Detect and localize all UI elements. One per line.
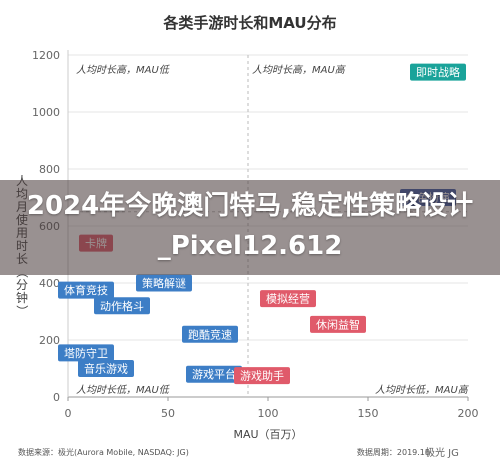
x-axis-label: MAU（百万） [233, 428, 302, 441]
data-point-label: 音乐游戏 [84, 362, 128, 376]
chart-title: 各类手游时长和MAU分布 [162, 14, 336, 32]
quadrant-label-bottom-right: 人均时长低，MAU高 [375, 384, 470, 396]
data-point: 策略解谜 [136, 274, 192, 292]
overlay-banner-text: 2024年今晚澳门特马,稳定性策略设计_Pixel12.612 [26, 191, 474, 261]
data-point-box [182, 325, 238, 343]
data-point-label: 休闲益智 [316, 317, 360, 331]
data-point: 即时战略 [410, 63, 466, 81]
data-point: 跑酷竞速 [182, 325, 238, 343]
y-tick-label: 400 [39, 277, 60, 290]
data-point-box [310, 315, 366, 333]
y-tick-label: 0 [53, 391, 60, 404]
footer-date: 数据周期：2019.10 [356, 448, 430, 457]
data-point: 体育竞技 [58, 281, 114, 299]
y-tick-label: 200 [39, 334, 60, 347]
data-point-label: 塔防守卫 [64, 346, 108, 360]
data-point-box [260, 290, 316, 308]
x-tick-label: 150 [358, 407, 379, 420]
data-point-box [58, 281, 114, 299]
data-point-box [58, 344, 114, 362]
y-axis-label-char: 钟 [16, 290, 28, 305]
x-tick-label: 100 [258, 407, 279, 420]
y-tick-label: 1200 [32, 49, 60, 62]
quadrant-label-bottom-left: 人均时长低，MAU低 [76, 384, 171, 396]
data-point-box [234, 367, 290, 385]
overlay-banner [0, 180, 500, 275]
x-tick-label: 50 [161, 407, 175, 420]
data-point-label: 动作格斗 [100, 299, 144, 313]
y-tick-label: 800 [39, 163, 60, 176]
y-tick-label: 1000 [32, 106, 60, 119]
x-tick-label: 200 [458, 407, 479, 420]
quadrant-label-top-right: 人均时长高，MAU高 [252, 64, 347, 76]
data-point: 音乐游戏 [78, 360, 134, 377]
watermark-logo: 极光 JG [425, 448, 459, 459]
data-point: 游戏平台 [186, 365, 242, 383]
data-point-label: 体育竞技 [64, 283, 108, 297]
data-point: 动作格斗 [94, 297, 150, 315]
data-point-label: 即时战略 [416, 65, 460, 79]
data-point-box [186, 365, 242, 383]
y-axis-label-char: ） [15, 305, 29, 317]
data-point-label: 跑酷竞速 [188, 327, 232, 341]
data-point-label: 游戏助手 [240, 369, 284, 383]
quadrant-label-top-left: 人均时长高，MAU低 [76, 64, 171, 76]
y-axis-label-char: 分 [16, 278, 28, 292]
data-point: 塔防守卫 [58, 344, 114, 362]
data-point: 模拟经营 [260, 290, 316, 308]
x-tick-label: 0 [65, 407, 72, 420]
data-point-label: 模拟经营 [266, 292, 310, 306]
footer-source: 数据来源：极光(Aurora Mobile, NASDAQ: JG) [18, 448, 189, 457]
data-point-label: 策略解谜 [142, 276, 186, 290]
data-point-box [136, 274, 192, 292]
data-point-box [410, 63, 466, 81]
data-point-box [78, 360, 134, 377]
data-point: 游戏助手 [234, 367, 290, 385]
data-point-box [94, 297, 150, 315]
data-point: 休闲益智 [310, 315, 366, 333]
data-point-label: 游戏平台 [192, 367, 236, 381]
